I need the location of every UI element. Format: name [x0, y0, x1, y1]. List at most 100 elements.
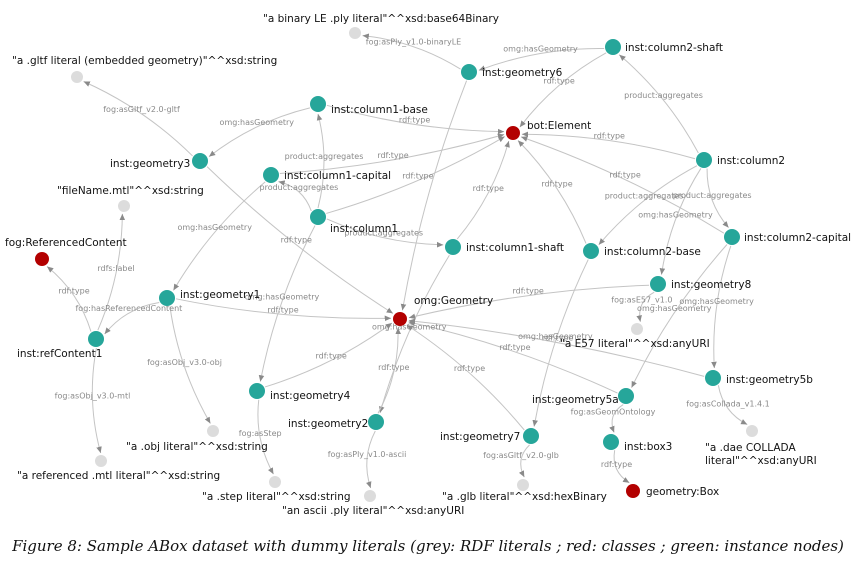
edge-label: omg:hasGeometry: [679, 297, 754, 306]
instance-node-circle: [310, 209, 326, 225]
literal-node-circle: [269, 476, 281, 488]
literal-node-circle: [207, 425, 219, 437]
node-label: inst:refContent1: [17, 348, 102, 360]
node-box3: inst:box3: [603, 434, 672, 453]
edge-refcontent1-to-lit_filename: [97, 213, 126, 331]
node-col1-capital: inst:column1-capital: [263, 167, 391, 183]
edge-col2_capital-to-geometry5a: [631, 244, 728, 388]
node-col1-base: inst:column1-base: [310, 96, 428, 116]
edge-label: fog:asObj_v3.0-obj: [147, 358, 222, 367]
node-column1: inst:column1: [310, 209, 398, 235]
edge-refcontent1-to-lit_mtl: [91, 347, 102, 454]
node-label: inst:geometry3: [110, 158, 190, 170]
literal-node-circle: [349, 27, 361, 39]
node-label: inst:column1-shaft: [466, 242, 564, 254]
node-label: "an ascii .ply literal"^^xsd:anyURI: [282, 505, 464, 517]
node-label: inst:column2-capital: [744, 232, 851, 244]
edge-label: fog:asStep: [239, 429, 282, 438]
edge-col2_shaft-to-geometry6: [478, 48, 605, 71]
instance-node-circle: [461, 64, 477, 80]
node-geometry7: inst:geometry7: [440, 428, 539, 444]
node-label: inst:column2-base: [604, 246, 701, 258]
edge-label: product:aggregates: [605, 192, 684, 201]
instance-node-circle: [618, 388, 634, 404]
edge-geometry4-to-omg_geometry: [264, 322, 393, 388]
edge-label: omg:hasGeometry: [637, 304, 712, 313]
node-geometry6: inst:geometry6: [461, 64, 563, 80]
node-col2-shaft: inst:column2-shaft: [605, 39, 723, 55]
edge-label: omg:hasGeometry: [372, 323, 447, 332]
edge-col2_shaft-to-bot_element: [519, 52, 607, 128]
edge-column2-to-bot_element: [521, 131, 696, 160]
edge-label: fog:asGeomOntology: [571, 408, 656, 417]
instance-node-circle: [368, 414, 384, 430]
edge-label: fog:asPly_v1.0-binaryLE: [366, 38, 462, 47]
node-label: inst:column1-capital: [284, 170, 391, 182]
edge-label: fog:asPly_v1.0-ascii: [328, 450, 407, 459]
edge-label: fog:hasReferencedContent: [75, 304, 182, 313]
edge-label: omg:hasGeometry: [638, 210, 713, 219]
edge-geometry7-to-lit_glb: [518, 444, 530, 478]
instance-node-circle: [310, 96, 326, 112]
node-geometry4: inst:geometry4: [249, 383, 351, 402]
node-refcontent1: inst:refContent1: [17, 331, 104, 360]
node-label: inst:geometry1: [180, 289, 260, 301]
edge-column1-to-bot_element: [326, 136, 505, 214]
edge-geometry3-to-omg_geometry: [206, 166, 394, 314]
node-lit-gltf: "a .gltf literal (embedded geometry)"^^x…: [12, 55, 277, 83]
node-label: omg:Geometry: [414, 295, 493, 307]
literal-node-circle: [71, 71, 83, 83]
literal-node-circle: [517, 479, 529, 491]
node-label: inst:geometry7: [440, 431, 520, 443]
nodes-layer: bot:Element omg:Geometry fog:ReferencedCon…: [5, 13, 851, 517]
node-lit-dae: "a .dae COLLADA literal"^^xsd:anyURI: [705, 425, 817, 467]
edge-column2-to-col2_shaft: [618, 54, 699, 154]
node-geometry8: inst:geometry8: [650, 276, 751, 292]
edge-labels-layer: fog:asPly_v1.0-binaryLE omg:hasGeometry rd…: [55, 38, 770, 469]
node-label: inst:column2: [717, 155, 785, 167]
edge-label: product:aggregates: [285, 152, 364, 161]
node-col2-base: inst:column2-base: [583, 243, 701, 259]
abox-graph: fog:asPly_v1.0-binaryLE omg:hasGeometry rd…: [5, 13, 851, 517]
edge-label: product:aggregates: [344, 229, 423, 238]
node-label: inst:column1: [330, 223, 398, 235]
node-label: inst:box3: [624, 441, 672, 453]
edge-label: rdf:type: [377, 151, 408, 160]
instance-node-circle: [159, 290, 175, 306]
instance-node-circle: [88, 331, 104, 347]
instance-node-circle: [603, 434, 619, 450]
edge-label: rdf:type: [58, 287, 89, 296]
node-col2-capital: inst:column2-capital: [724, 229, 851, 245]
node-fog-refcontent: fog:ReferencedContent: [5, 237, 127, 266]
instance-node-circle: [445, 239, 461, 255]
edge-label: rdf:type: [499, 343, 530, 352]
edge-geometry2-to-lit_asciiply: [366, 430, 376, 489]
edge-label: fog:asGltf_v2.0-glb: [483, 451, 559, 460]
edge-geometry1-to-lit_obj: [169, 306, 211, 424]
edge-geometry6-to-lit_binply: [362, 33, 461, 70]
node-label: inst:geometry2: [288, 418, 368, 430]
node-lit-e57: "a E57 literal"^^xsd:anyURI: [560, 323, 710, 350]
class-node-circle: [35, 252, 49, 266]
edge-geometry5b-to-omg_geometry: [408, 318, 705, 377]
instance-node-circle: [605, 39, 621, 55]
edge-label: rdf:type: [402, 172, 433, 181]
node-label: inst:column1-base: [331, 104, 428, 116]
node-lit-filename: "fileName.mtl"^^xsd:string: [57, 185, 204, 212]
node-label: bot:Element: [527, 120, 591, 132]
edge-geometry5b-to-lit_dae: [717, 385, 748, 425]
node-label: inst:geometry6: [482, 67, 563, 79]
edge-column1-to-col1_shaft: [326, 218, 444, 248]
edge-geometry5a-to-omg_geometry: [408, 320, 618, 394]
node-column2: inst:column2: [696, 152, 785, 168]
node-label: inst:geometry8: [671, 279, 751, 291]
class-node-circle: [626, 484, 640, 498]
node-label: "a binary LE .ply literal"^^xsd:base64Bi…: [263, 13, 499, 25]
instance-node-circle: [523, 428, 539, 444]
node-geometry3: inst:geometry3: [110, 153, 208, 170]
literal-node-circle: [95, 455, 107, 467]
node-label: geometry:Box: [646, 486, 719, 498]
edge-label: product:aggregates: [673, 191, 752, 200]
edge-label: rdf:type: [473, 184, 504, 193]
instance-node-circle: [192, 153, 208, 169]
